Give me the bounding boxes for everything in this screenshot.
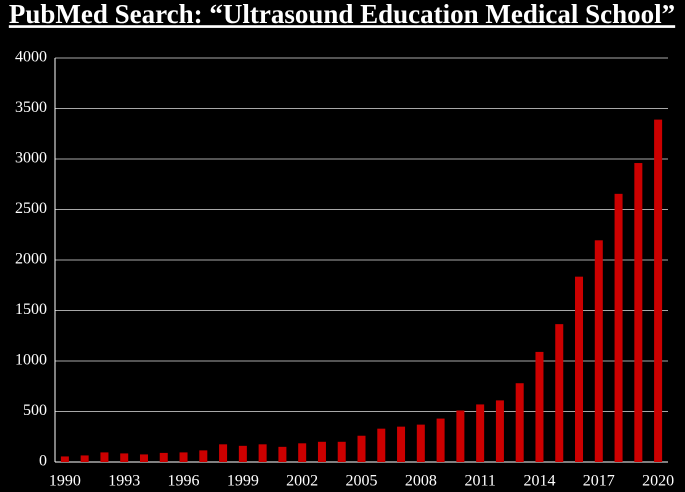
bar [298, 443, 307, 462]
bar [80, 455, 89, 462]
bar [535, 351, 544, 462]
x-tick-label: 2005 [346, 473, 378, 490]
bar [416, 424, 425, 462]
bar [179, 452, 188, 462]
bar [337, 441, 346, 462]
bar [238, 445, 247, 462]
bar [199, 450, 208, 462]
x-tick-label: 2002 [286, 473, 318, 490]
bar [377, 428, 386, 462]
bar [139, 454, 148, 462]
x-tick-label: 2014 [523, 473, 555, 490]
bar [634, 163, 643, 463]
bar [60, 456, 69, 462]
bar [476, 404, 485, 462]
chart-title: PubMed Search: “Ultrasound Education Med… [9, 0, 675, 29]
bar [614, 193, 623, 462]
bar [575, 276, 584, 462]
x-tick-label: 1999 [227, 473, 259, 490]
y-tick-label: 4000 [15, 49, 47, 66]
x-tick-label: 1990 [49, 473, 81, 490]
bar [594, 240, 603, 462]
bar [495, 400, 504, 462]
x-tick-label: 2011 [464, 473, 495, 490]
bar [120, 453, 129, 462]
y-tick-label: 0 [39, 453, 47, 470]
x-tick-label: 1996 [168, 473, 200, 490]
y-tick-label: 3500 [15, 99, 47, 116]
x-tick-label: 1993 [108, 473, 140, 490]
bar [100, 452, 109, 462]
bar [317, 441, 326, 462]
bar [357, 435, 366, 462]
x-tick-label: 2017 [583, 473, 615, 490]
y-tick-label: 3000 [15, 150, 47, 167]
y-tick-label: 500 [23, 402, 47, 419]
bar [456, 410, 465, 462]
y-tick-label: 1500 [15, 301, 47, 318]
y-tick-label: 2000 [15, 251, 47, 268]
y-tick-label: 1000 [15, 352, 47, 369]
bar [555, 324, 564, 462]
bar [159, 452, 168, 462]
bar [654, 119, 663, 463]
bar [219, 444, 228, 462]
bar [278, 446, 287, 462]
bar [436, 418, 445, 462]
x-tick-label: 2008 [405, 473, 437, 490]
bar [258, 444, 267, 462]
x-tick-label: 2020 [642, 473, 674, 490]
y-tick-label: 2500 [15, 200, 47, 217]
bar [515, 383, 524, 462]
bar [397, 426, 406, 462]
